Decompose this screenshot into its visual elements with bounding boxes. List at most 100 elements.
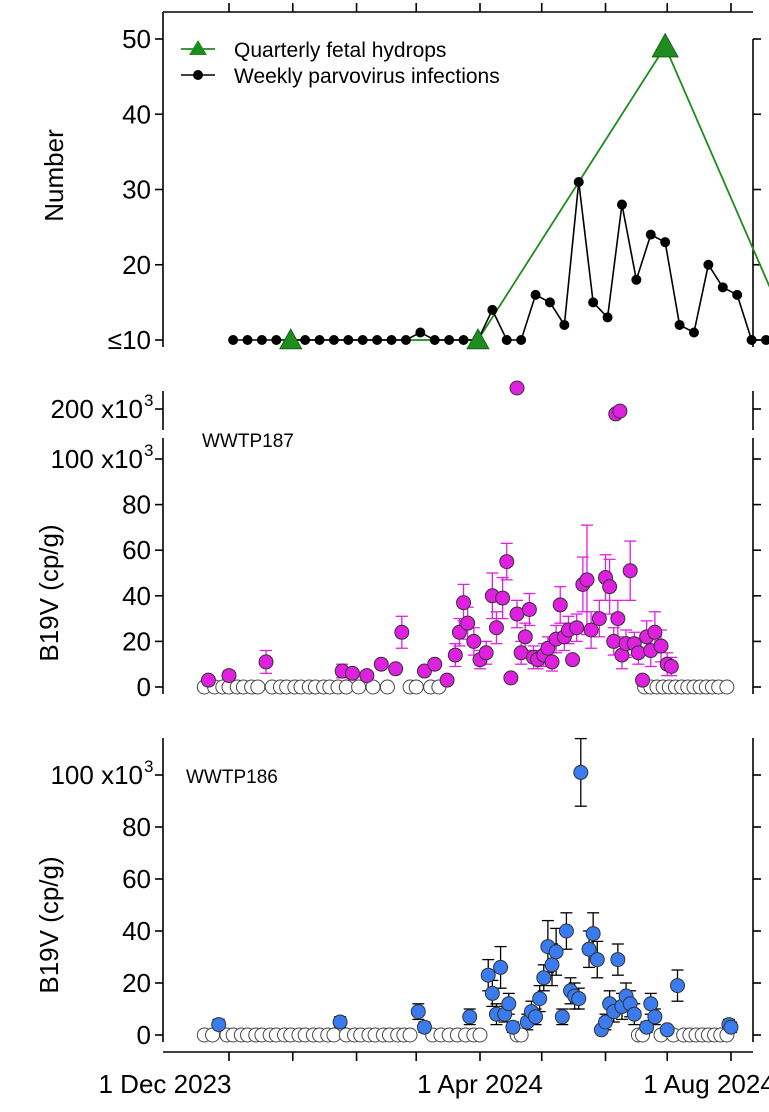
- sample-point: [579, 572, 595, 588]
- nondetect-point: [408, 679, 424, 695]
- sample-point: [569, 620, 585, 636]
- sample-point: [466, 633, 482, 649]
- sample-point: [610, 952, 626, 968]
- weekly-infection-point: [429, 335, 440, 345]
- sample-point: [602, 579, 618, 595]
- top-series-line-1: [233, 181, 769, 341]
- y-axis-label: B19V (cp/g): [34, 856, 64, 993]
- sample-point: [610, 611, 626, 627]
- weekly-infection-point: [487, 304, 498, 315]
- y-tick-exponent-upper: 3: [144, 391, 153, 410]
- y-tick-label: 0: [137, 1020, 151, 1050]
- sample-point: [630, 645, 646, 661]
- nondetect-point: [719, 679, 735, 695]
- sample-point: [585, 926, 601, 942]
- weekly-infection-point: [703, 259, 714, 270]
- weekly-infection-point: [588, 297, 599, 308]
- sample-point: [647, 624, 663, 640]
- weekly-infection-point: [328, 335, 339, 345]
- sample-point: [200, 672, 216, 688]
- sample-point: [606, 633, 622, 649]
- weekly-infection-point: [386, 335, 397, 345]
- y-tick-label: 0: [137, 672, 151, 702]
- weekly-infection-point: [573, 176, 584, 187]
- sample-point: [359, 668, 375, 684]
- sample-point: [589, 952, 605, 968]
- legend-infections-marker: [193, 70, 203, 80]
- top-legend: Quarterly fetal hydrops Weekly parvovirus…: [181, 39, 500, 88]
- sample-point: [643, 996, 659, 1012]
- sample-point: [521, 601, 537, 617]
- y-tick-label: 40: [122, 581, 151, 611]
- weekly-infection-point: [228, 335, 239, 345]
- x-tick-label: 1 Apr 2024: [417, 1069, 543, 1099]
- x-tick-label: 1 Dec 2023: [99, 1069, 232, 1099]
- weekly-infection-point: [372, 335, 383, 345]
- legend-infections-label: Weekly parvovirus infections: [234, 65, 500, 88]
- y-axis-label: B19V (cp/g): [34, 524, 64, 661]
- weekly-infection-point: [458, 335, 469, 345]
- weekly-infection-point: [616, 199, 627, 210]
- sample-point: [499, 554, 515, 570]
- sample-point: [517, 629, 533, 645]
- sample-point: [462, 1009, 478, 1025]
- sample-point: [495, 590, 511, 606]
- weekly-infection-point: [242, 335, 253, 345]
- y-tick-label: 60: [122, 535, 151, 565]
- sample-point: [344, 665, 360, 681]
- y-tick-label: 20: [122, 968, 151, 998]
- sample-point: [211, 1017, 227, 1033]
- top-y-tick-label: 30: [122, 175, 151, 205]
- nondetect-point: [379, 679, 395, 695]
- weekly-infection-point: [760, 335, 769, 345]
- sample-point: [554, 1009, 570, 1025]
- weekly-infection-point: [746, 335, 757, 345]
- y-tick-label: 100 x10: [50, 444, 143, 474]
- y-tick-exponent: 3: [144, 757, 153, 776]
- weekly-infection-point: [688, 327, 699, 338]
- sample-point: [332, 1014, 348, 1030]
- sample-point: [480, 967, 496, 983]
- weekly-infection-point: [544, 297, 555, 308]
- sample-point: [558, 923, 574, 939]
- sample-point: [647, 1009, 663, 1025]
- sample-point: [548, 944, 564, 960]
- sample-point: [394, 624, 410, 640]
- sample-point: [544, 957, 560, 973]
- sample-point: [635, 672, 651, 688]
- weekly-infection-point: [300, 335, 311, 345]
- sample-point: [427, 656, 443, 672]
- y-tick-label: 80: [122, 490, 151, 520]
- sample-point: [460, 615, 476, 631]
- sample-point: [484, 985, 500, 1001]
- nondetect-point: [472, 1027, 488, 1043]
- sample-point: [416, 1019, 432, 1035]
- sample-point: [416, 663, 432, 679]
- site-annotation: WWTP187: [202, 431, 294, 452]
- y-tick-label: 80: [122, 812, 151, 842]
- weekly-infection-point: [631, 274, 642, 285]
- sample-point: [447, 647, 463, 663]
- sample-point: [488, 620, 504, 636]
- y-tick-label: 100 x10: [50, 760, 143, 790]
- y-tick-label: 40: [122, 916, 151, 946]
- sample-point: [653, 638, 669, 654]
- weekly-infection-point: [674, 319, 685, 330]
- sample-point: [493, 959, 509, 975]
- outlier-point: [509, 380, 525, 396]
- weekly-infection-point: [645, 229, 656, 240]
- weekly-infection-point: [732, 289, 743, 300]
- x-tick-label: 1 Aug 2024: [643, 1069, 769, 1099]
- outlier-point: [612, 403, 628, 419]
- weekly-infection-point: [343, 335, 354, 345]
- weekly-infection-point: [516, 335, 527, 345]
- sample-point: [583, 622, 599, 638]
- weekly-infection-point: [530, 289, 541, 300]
- weekly-infection-point: [415, 327, 426, 338]
- legend-hydrops-label: Quarterly fetal hydrops: [234, 39, 446, 62]
- sample-point: [505, 1019, 521, 1035]
- sample-point: [373, 656, 389, 672]
- sample-point: [503, 670, 519, 686]
- weekly-infection-point: [660, 237, 671, 248]
